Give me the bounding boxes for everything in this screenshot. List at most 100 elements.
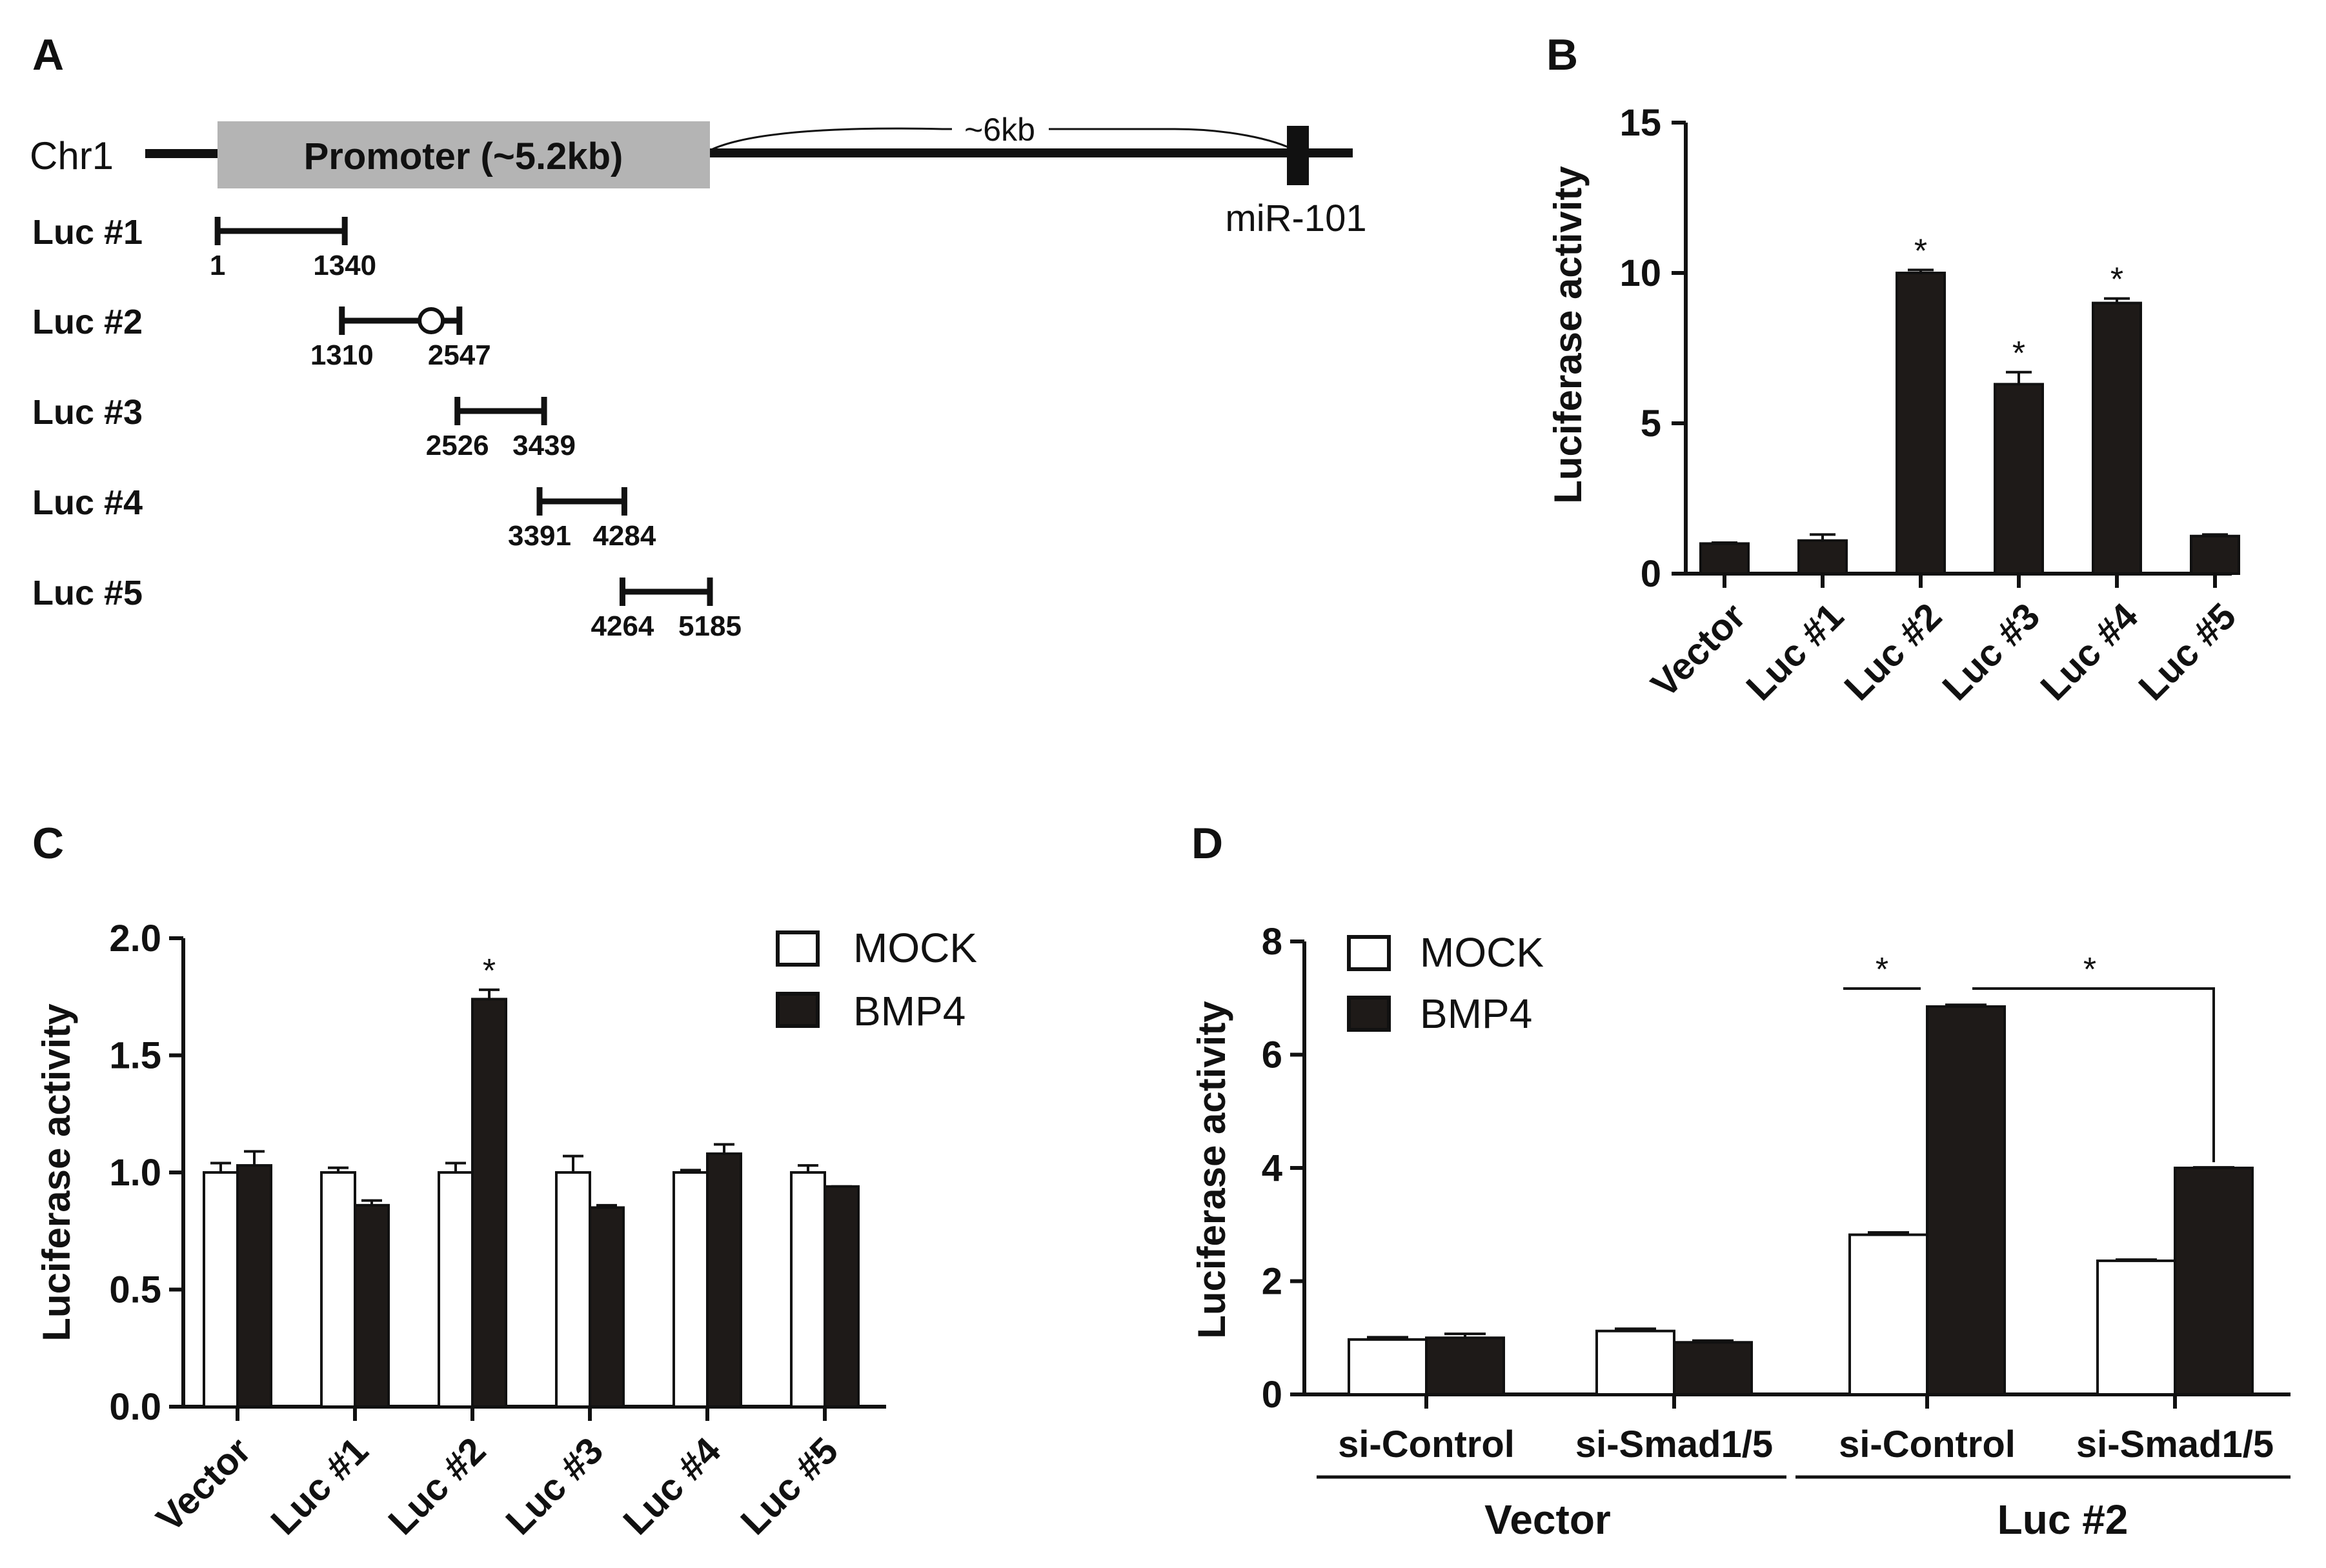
distance-arc-left xyxy=(711,127,952,151)
construct-2-start-label: 1310 xyxy=(310,339,374,371)
chromosome-label: Chr1 xyxy=(30,134,114,177)
construct-2-name: Luc #2 xyxy=(32,303,143,341)
panel-c-legend-bmp4-swatch xyxy=(776,992,820,1028)
panel-c-bar-bmp4-vector xyxy=(236,1164,272,1408)
panel-d-bar-mock-0 xyxy=(1348,1338,1428,1396)
panel-b-significance-luc-3: * xyxy=(2012,335,2025,372)
panel-b-bar-luc-1 xyxy=(1797,539,1848,575)
panel-c-xtick-label: Luc #5 xyxy=(733,1429,846,1543)
construct-5-start-label: 4264 xyxy=(591,610,654,642)
panel-c-ytick-label: 2.0 xyxy=(109,918,161,960)
panel-d-significance-2: * xyxy=(2083,951,2096,989)
panel-d-bar-bmp4-1 xyxy=(1673,1341,1753,1396)
panel-d-xtick-label: si-Control xyxy=(1338,1423,1515,1465)
panel-d-significance-1: * xyxy=(1876,951,1888,989)
panel-c-bar-mock-luc-5 xyxy=(790,1171,826,1408)
panel-d-ytick-label: 6 xyxy=(1262,1034,1282,1076)
distance-label: ~6kb xyxy=(964,112,1035,148)
panel-d-group-label-luc-2: Luc #2 xyxy=(1997,1496,2129,1543)
construct-5-end-label: 5185 xyxy=(678,610,742,642)
panel-c-ylabel: Luciferase activity xyxy=(35,1003,78,1342)
panel-c-bar-mock-luc-1 xyxy=(320,1171,356,1408)
panel-d-bar-bmp4-2 xyxy=(1926,1005,2006,1396)
panel-d-significance-bracket-2 xyxy=(1972,987,2215,1163)
distance-arc-right xyxy=(1049,128,1298,153)
smad-binding-site-marker xyxy=(418,307,445,334)
panel-c-bar-mock-luc-2 xyxy=(438,1171,474,1408)
panel-d-bar-bmp4-0 xyxy=(1425,1336,1505,1396)
constructs: Luc #1 1 1340 Luc #2 1310 2547 Luc #3 2526 3439 L… xyxy=(32,213,742,642)
panel-c-chart: 0.0 0.5 1.0 1.5 2.0 Vector Luc #1 * Luc #2 Luc #3… xyxy=(109,918,886,1543)
panel-b-bar-luc-2 xyxy=(1896,272,1946,575)
panel-c-bar-bmp4-luc-1 xyxy=(354,1203,390,1408)
panel-d: D Luciferase activity 0 2 4 6 8 si-Control si-… xyxy=(1190,819,2291,1543)
panel-d-legend-mock-swatch xyxy=(1347,935,1391,971)
panel-b-ytick-label: 0 xyxy=(1641,553,1661,595)
panel-d-bar-bmp4-3 xyxy=(2174,1167,2254,1396)
panel-b-ytick-label: 15 xyxy=(1619,102,1661,144)
panel-b-xtick-label: Luc #5 xyxy=(2130,595,2244,709)
panel-d-legend-mock-label: MOCK xyxy=(1420,929,1544,976)
panel-c-bar-mock-vector xyxy=(203,1171,239,1408)
construct-1-start-label: 1 xyxy=(210,250,225,281)
panel-a-label: A xyxy=(32,30,64,79)
panel-c-bar-bmp4-luc-2 xyxy=(471,998,507,1408)
panel-d-xtick-label: si-Smad1/5 xyxy=(2076,1423,2274,1465)
panel-d-ylabel: Luciferase activity xyxy=(1190,1001,1233,1339)
construct-4-name: Luc #4 xyxy=(32,483,143,522)
construct-3-start-label: 2526 xyxy=(426,430,489,461)
construct-4-end-label: 4284 xyxy=(592,520,656,552)
panel-d-ytick-label: 4 xyxy=(1262,1147,1282,1189)
panel-c-label: C xyxy=(32,819,64,868)
panel-c-xtick-label: Luc #2 xyxy=(380,1429,494,1543)
panel-b-xtick-label: Luc #4 xyxy=(2032,595,2146,709)
panel-b-bar-luc-3 xyxy=(1994,383,2044,575)
panel-d-xtick-label: si-Control xyxy=(1839,1423,2016,1465)
panel-b-bar-luc-5 xyxy=(2190,534,2240,575)
panel-c-bar-mock-luc-4 xyxy=(673,1171,709,1408)
panel-a: A Chr1 Promoter (~5.2kb) ~6kb miR-101 Lu… xyxy=(30,30,1367,642)
panel-b-significance-luc-4: * xyxy=(2110,261,2123,299)
panel-b-ylabel: Luciferase activity xyxy=(1546,166,1590,504)
panel-c-significance-luc-2: * xyxy=(483,952,496,990)
construct-4-start-label: 3391 xyxy=(508,520,571,552)
panel-c-bar-bmp4-luc-3 xyxy=(589,1206,625,1408)
construct-5-name: Luc #5 xyxy=(32,574,143,612)
construct-3-end-label: 3439 xyxy=(512,430,576,461)
panel-c-ytick-label: 0.5 xyxy=(109,1269,161,1311)
panel-b-xtick-label: Luc #1 xyxy=(1738,595,1852,709)
panel-c-xtick-label: Luc #1 xyxy=(263,1429,376,1543)
panel-c: C Luciferase activity 0.0 0.5 1.0 1.5 2.0 Vec… xyxy=(32,819,977,1543)
panel-d-bar-mock-3 xyxy=(2096,1259,2176,1396)
panel-d-bar-mock-2 xyxy=(1848,1233,1928,1396)
panel-c-xtick-label: Luc #3 xyxy=(498,1429,611,1543)
panel-c-bar-mock-luc-3 xyxy=(555,1171,591,1408)
panel-b-xtick-label: Luc #3 xyxy=(1934,595,2048,709)
panel-c-bar-bmp4-luc-5 xyxy=(824,1185,860,1409)
construct-1-name: Luc #1 xyxy=(32,213,143,252)
construct-2-end-label: 2547 xyxy=(428,339,491,371)
panel-b-ytick-label: 10 xyxy=(1619,252,1661,294)
panel-c-xtick-label: Vector xyxy=(148,1429,259,1540)
mirna-label: miR-101 xyxy=(1225,197,1366,239)
panel-c-ytick-label: 0.0 xyxy=(109,1386,161,1428)
panel-c-xtick-label: Luc #4 xyxy=(615,1429,729,1543)
panel-d-group-label-vector: Vector xyxy=(1484,1496,1611,1543)
panel-d-legend-bmp4-swatch xyxy=(1347,996,1391,1032)
construct-3-name: Luc #3 xyxy=(32,393,143,432)
panel-c-legend-mock-swatch xyxy=(776,930,820,967)
panel-b-bar-vector xyxy=(1699,542,1750,576)
panel-c-legend-mock-label: MOCK xyxy=(853,925,977,971)
panel-d-bar-mock-1 xyxy=(1595,1329,1675,1396)
panel-c-ytick-label: 1.0 xyxy=(109,1152,161,1194)
mirna-box xyxy=(1287,126,1309,185)
chromosome-line-right xyxy=(710,148,1353,157)
promoter-box xyxy=(217,121,710,188)
panel-b-bar-luc-4 xyxy=(2092,301,2142,575)
panel-d-legend-bmp4-label: BMP4 xyxy=(1420,990,1532,1037)
panel-d-xtick-label: si-Smad1/5 xyxy=(1575,1423,1773,1465)
panel-b-xtick-label: Vector xyxy=(1643,595,1754,705)
promoter-label: Promoter (~5.2kb) xyxy=(304,136,623,177)
